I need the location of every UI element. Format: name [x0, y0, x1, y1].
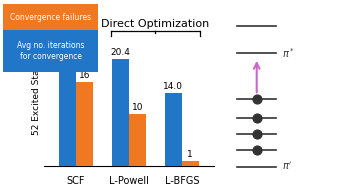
Text: Convergence failures: Convergence failures: [10, 12, 92, 22]
Text: Direct Optimization: Direct Optimization: [101, 19, 210, 29]
Text: Avg no. iterations
for convergence: Avg no. iterations for convergence: [17, 41, 85, 61]
Point: [254, 133, 259, 136]
Text: 10: 10: [132, 103, 143, 112]
Bar: [76, 82, 93, 166]
Bar: [59, 44, 76, 166]
Text: 20.4: 20.4: [111, 48, 130, 57]
Point: [254, 116, 259, 119]
Bar: [112, 59, 129, 166]
Text: 1: 1: [187, 150, 193, 159]
Point: [254, 97, 259, 100]
Text: 16: 16: [79, 71, 90, 80]
Text: 14.0: 14.0: [163, 82, 183, 91]
Text: 23.3: 23.3: [57, 33, 77, 42]
Bar: [182, 161, 199, 166]
Bar: [165, 93, 182, 166]
Bar: [129, 114, 146, 166]
Text: $\pi'$: $\pi'$: [282, 161, 292, 172]
Y-axis label: 52 Excited States: 52 Excited States: [32, 56, 41, 135]
Text: $\pi^*$: $\pi^*$: [282, 46, 295, 60]
Point: [254, 149, 259, 152]
